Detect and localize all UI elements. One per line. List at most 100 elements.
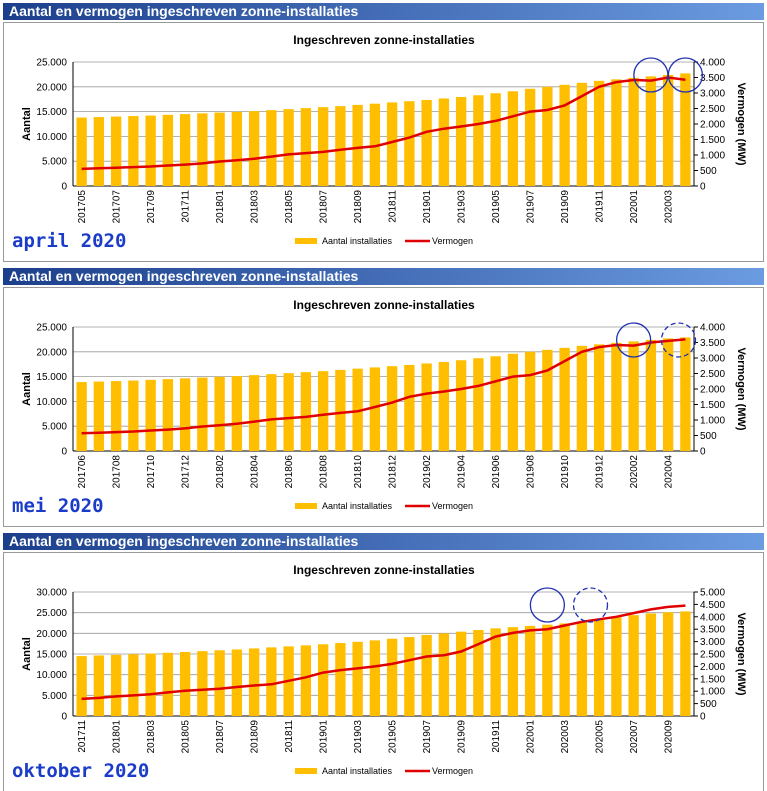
x-tick-label: 202003: [560, 720, 571, 754]
x-tick-label: 201901: [422, 190, 433, 224]
bar: [76, 117, 87, 186]
x-tick-label: 202005: [595, 720, 606, 754]
x-tick-label: 201711: [181, 190, 192, 223]
x-tick-label: 201912: [595, 455, 606, 489]
line: [81, 76, 686, 171]
x-tick-label: 201812: [388, 455, 399, 489]
x-tick-label: 201811: [388, 190, 399, 223]
bar: [559, 84, 570, 186]
bar: [283, 373, 294, 451]
header: Aantal en vermogen ingeschreven zonne-in…: [9, 268, 359, 284]
bar: [524, 351, 536, 451]
y2-tick-label: 500: [700, 699, 717, 710]
x-tick-label: 201903: [353, 720, 364, 754]
bar: [455, 360, 467, 451]
x-tick-label: 201810: [353, 455, 364, 489]
bar: [645, 339, 657, 451]
y2-tick-label: 2.000: [700, 662, 725, 673]
bar: [628, 615, 639, 716]
bar: [473, 95, 484, 186]
x-tick-label: 201908: [526, 455, 537, 489]
x-tick-label: 201712: [181, 455, 192, 489]
bar: [662, 338, 674, 451]
bar: [473, 630, 484, 716]
bar: [300, 108, 312, 186]
highlight-circle: [667, 57, 704, 93]
legend-swatch: [295, 503, 317, 509]
x-tick-label: 202001: [526, 720, 537, 754]
legend-label: Aantal installaties: [322, 236, 393, 246]
bar: [110, 116, 122, 186]
bar: [680, 73, 691, 186]
bar: [593, 80, 605, 186]
x-tick-label: 201911: [595, 190, 606, 223]
header-bar: [3, 268, 764, 285]
bar: [542, 86, 553, 186]
x-tick-label: 201803: [250, 190, 261, 224]
y-tick-label: 20.000: [36, 629, 67, 640]
bar: [197, 651, 208, 716]
y2-tick-label: 2.000: [700, 385, 725, 396]
x-tick-label: 201803: [146, 720, 157, 754]
bar: [438, 361, 450, 451]
x-tick-label: 201709: [146, 190, 157, 224]
y2-tick-label: 3.000: [700, 354, 725, 365]
x-tick-label: 201811: [284, 720, 295, 753]
bar: [317, 107, 329, 186]
y-tick-label: 0: [61, 447, 67, 458]
bar: [645, 76, 657, 186]
x-tick-label: 201907: [422, 720, 433, 754]
bar: [248, 375, 260, 451]
y2-tick-label: 3.500: [700, 338, 725, 349]
bar: [266, 110, 277, 186]
y2-tick-label: 3.500: [700, 73, 725, 84]
legend-swatch: [295, 238, 317, 244]
y2-tick-label: 0: [700, 447, 706, 458]
bar: [611, 342, 622, 451]
annotation: oktober 2020: [12, 760, 149, 782]
bar: [317, 644, 329, 716]
bar: [76, 382, 87, 451]
y-tick-label: 15.000: [36, 650, 67, 661]
annotation: mei 2020: [12, 495, 104, 517]
bar: [162, 114, 174, 186]
highlight-circle: [615, 322, 652, 358]
y2-tick-label: 5.000: [700, 588, 725, 599]
bar: [179, 378, 191, 451]
bar: [593, 344, 605, 451]
x-tick-label: 201902: [422, 455, 433, 489]
y2-tick-label: 1.000: [700, 151, 725, 162]
bar: [611, 79, 622, 186]
highlight-circle: [572, 587, 609, 623]
highlight-circle: [660, 322, 697, 358]
bar: [524, 625, 536, 716]
bar: [680, 611, 691, 716]
bar: [628, 341, 639, 451]
y2-tick-label: 0: [700, 712, 706, 723]
bar: [490, 93, 501, 186]
header: Aantal en vermogen ingeschreven zonne-in…: [9, 3, 359, 19]
bar: [352, 641, 363, 716]
bar: [335, 369, 346, 451]
y-tick-label: 5.000: [42, 691, 67, 702]
bar: [369, 103, 381, 186]
x-tick-label: 201808: [319, 455, 330, 489]
header-bar: [3, 3, 764, 20]
bar: [455, 631, 467, 716]
bar: [680, 337, 691, 451]
chart-title: Ingeschreven zonne-installaties: [293, 298, 475, 312]
y-tick-label: 10.000: [36, 670, 67, 681]
y2-tick-label: 0: [700, 182, 706, 193]
y-tick-label: 0: [61, 182, 67, 193]
bar: [404, 364, 415, 451]
y2-tick-label: 1.000: [700, 416, 725, 427]
bar: [386, 638, 398, 716]
y-tick-label: 20.000: [36, 82, 67, 93]
y2-tick-label: 2.500: [700, 104, 725, 115]
highlight-circle: [529, 587, 566, 623]
legend-label: Vermogen: [432, 236, 473, 246]
y-tick-label: 15.000: [36, 372, 67, 383]
x-tick-label: 201901: [319, 720, 330, 754]
bar: [197, 377, 208, 451]
header: Aantal en vermogen ingeschreven zonne-in…: [9, 533, 359, 549]
